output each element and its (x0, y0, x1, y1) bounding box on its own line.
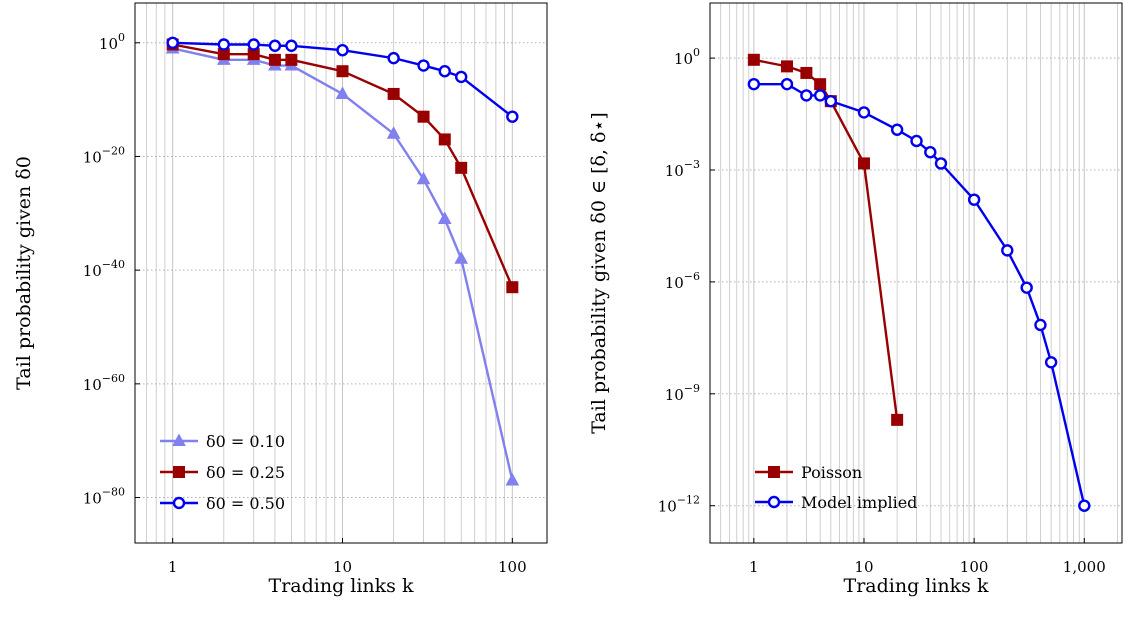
data-point-1-9 (437, 211, 452, 224)
legend: Poisson Model implied (755, 463, 917, 512)
data-point-2-3 (800, 89, 813, 102)
data-point-3-6 (336, 43, 349, 57)
y-tick-label: 10−80 (83, 486, 125, 508)
data-point-2-7 (890, 123, 904, 136)
series-3 (166, 36, 519, 123)
legend: δ0 = 0.10 δ0 = 0.25 δ0 = 0.50 (160, 432, 285, 513)
x-tick-label: 100 (960, 558, 989, 576)
data-point-2-9 (438, 133, 451, 146)
data-point-3-1 (166, 36, 179, 49)
y-tick-label: 10−9 (665, 382, 700, 404)
x-tick-label: 1,000 (1063, 558, 1106, 576)
data-point-2-9 (924, 146, 937, 159)
chart-panel-2: 1 10 100 1,000 100 10−3 10−6 10−9 10−12 Trading l… (588, 2, 1123, 597)
y-tick-label: 10−3 (665, 158, 700, 180)
y-tick-label: 10−12 (658, 494, 700, 516)
plot-frame (709, 2, 1123, 544)
data-point-2-16 (1078, 499, 1091, 512)
legend-marker-2 (767, 495, 781, 509)
legend-marker-3 (172, 496, 186, 510)
legend-label-2: Model implied (801, 493, 917, 512)
data-point-1-6 (857, 157, 870, 170)
x-tick-label: 10 (854, 558, 873, 576)
x-tick-label: 10 (333, 558, 352, 576)
data-point-2-6 (336, 65, 349, 78)
x-tick-label: 1 (749, 558, 759, 576)
plot-frame (134, 2, 548, 544)
series-line-2 (753, 82, 1086, 506)
data-point-1-7 (386, 126, 401, 139)
y-tick-label: 100 (99, 31, 125, 53)
data-point-2-10 (455, 161, 468, 174)
data-point-1-11 (505, 472, 520, 486)
legend-label-1: Poisson (801, 463, 862, 482)
y-axis-label: Tail probability given δ0 (13, 156, 35, 390)
legend-marker-1 (768, 466, 780, 478)
x-axis-label: Trading links k (844, 575, 989, 597)
data-point-2-6 (857, 106, 871, 119)
data-point-3-7 (387, 51, 400, 65)
y-tick-label: 10−60 (83, 372, 125, 394)
data-point-2-2 (780, 77, 794, 91)
data-point-3-9 (438, 65, 451, 78)
x-axis-label: Trading links k (269, 575, 414, 597)
data-point-3-8 (417, 59, 430, 72)
legend-label-2: δ0 = 0.25 (206, 463, 285, 482)
data-point-2-12 (1001, 244, 1014, 257)
data-point-2-13 (1020, 281, 1033, 294)
data-point-3-10 (455, 70, 468, 84)
data-point-3-11 (506, 110, 519, 123)
x-tick-label: 100 (498, 558, 527, 576)
data-point-2-7 (387, 87, 400, 100)
y-tick-label: 10−6 (665, 270, 700, 292)
chart-panel-1: 1 10 100 100 10−20 10−40 10−60 10−80 Trading lin… (13, 2, 548, 597)
data-point-1-10 (454, 251, 469, 264)
data-point-2-5 (824, 94, 838, 108)
data-point-3-3 (247, 38, 260, 51)
data-point-2-15 (1044, 356, 1058, 369)
data-point-1-2 (780, 60, 793, 73)
data-point-2-4 (813, 89, 827, 102)
y-tick-label: 10−20 (83, 144, 125, 166)
data-point-2-14 (1034, 318, 1047, 332)
data-point-3-5 (285, 39, 298, 52)
data-point-1-6 (335, 86, 350, 99)
data-point-1-3 (800, 66, 813, 79)
legend-label-3: δ0 = 0.50 (206, 494, 285, 513)
y-tick-label: 10−40 (83, 258, 125, 280)
data-point-3-2 (217, 38, 231, 51)
data-point-2-11 (967, 193, 981, 206)
legend-marker-2 (173, 466, 185, 478)
data-point-2-8 (910, 134, 923, 148)
series-1 (747, 53, 904, 426)
data-point-2-11 (506, 281, 519, 294)
data-point-2-10 (934, 157, 948, 170)
y-axis-label: Tail probability given δ0 ∈ [δ, δ⋆] (588, 112, 610, 434)
data-point-1-8 (416, 171, 431, 185)
series-2 (747, 77, 1091, 512)
legend-marker-1 (172, 433, 186, 446)
data-point-3-4 (268, 39, 282, 52)
legend-label-1: δ0 = 0.10 (206, 432, 285, 451)
data-point-1-7 (891, 413, 904, 426)
data-point-2-4 (268, 53, 281, 66)
data-point-2-1 (747, 77, 761, 91)
data-point-1-1 (747, 53, 760, 66)
data-point-2-8 (417, 110, 430, 123)
data-point-2-5 (285, 53, 298, 66)
x-tick-label: 1 (168, 558, 178, 576)
series-line-1 (753, 58, 899, 421)
data-point-1-4 (814, 78, 827, 91)
y-tick-label: 100 (674, 46, 700, 68)
